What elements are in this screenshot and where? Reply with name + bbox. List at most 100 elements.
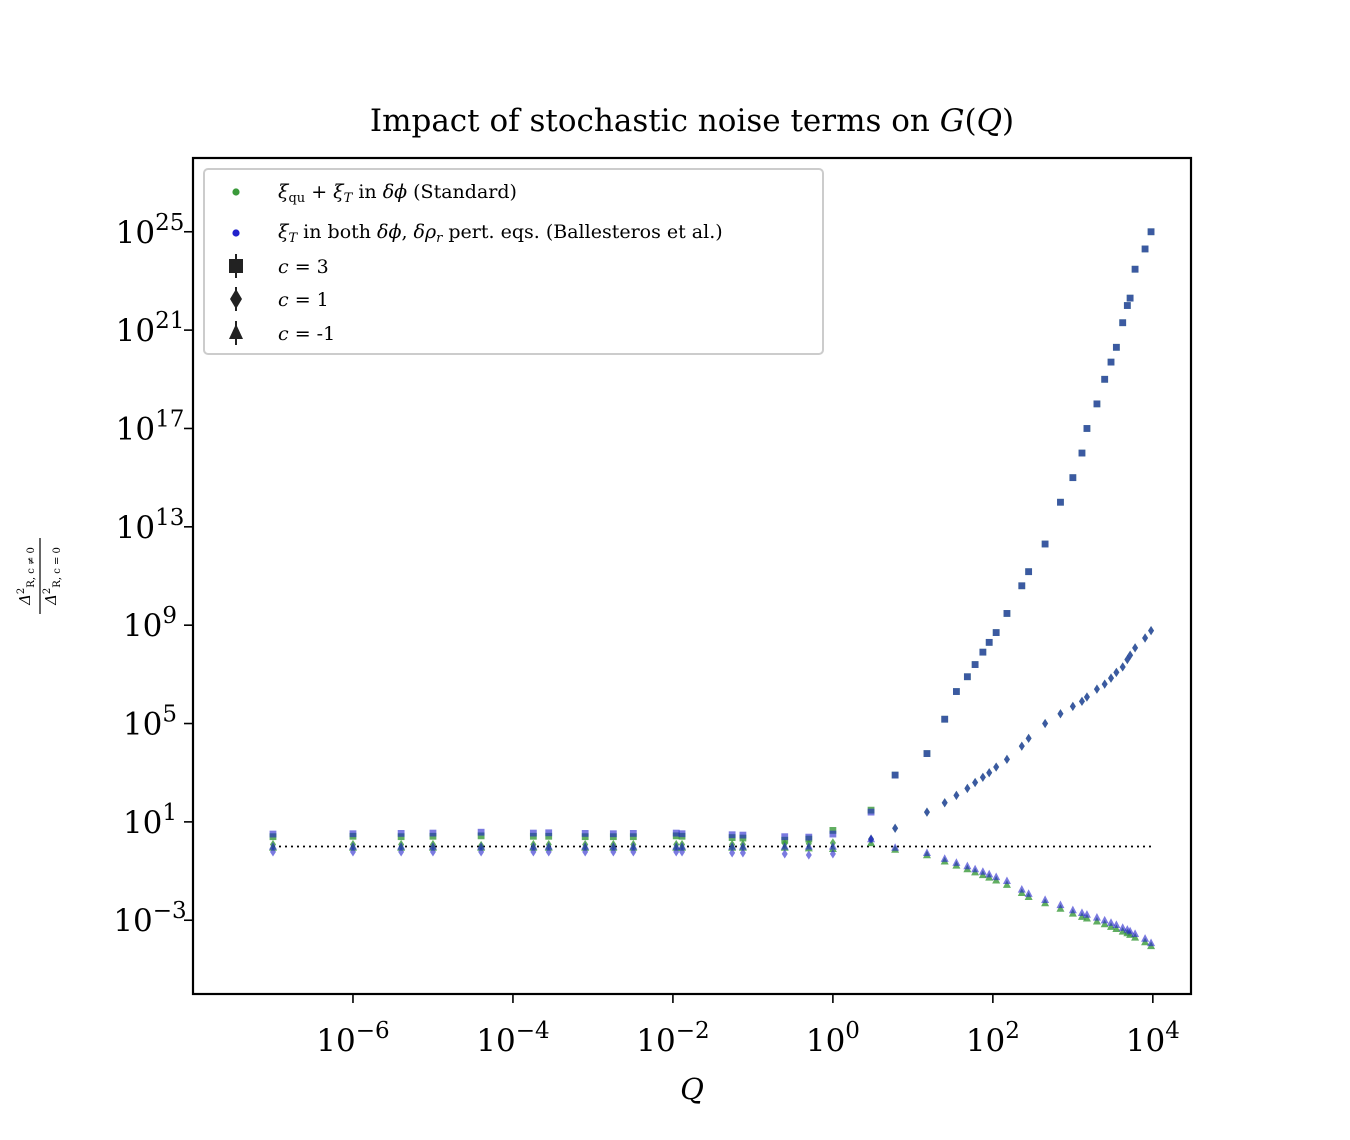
x-tick-label: 10−6 <box>316 1018 389 1059</box>
data-point <box>971 661 979 668</box>
data-point <box>1118 927 1127 935</box>
series-diamond-ballesteros <box>269 626 1155 860</box>
data-point <box>1142 633 1149 643</box>
data-point <box>1083 692 1090 702</box>
data-point <box>804 842 813 850</box>
x-tick-label: 10−2 <box>636 1018 709 1059</box>
data-point <box>1093 684 1100 694</box>
data-point <box>1147 938 1156 947</box>
data-point <box>609 830 617 838</box>
data-point <box>738 842 747 850</box>
data-point <box>1077 908 1086 917</box>
data-point <box>348 842 357 850</box>
data-point <box>545 847 552 857</box>
legend-frame <box>203 168 824 355</box>
data-point <box>979 648 987 656</box>
data-point <box>1100 915 1109 924</box>
data-point <box>1083 425 1091 432</box>
y-tick-label: 1025 <box>116 210 185 251</box>
data-point <box>1069 701 1076 711</box>
series-diamond-standard <box>269 626 1155 851</box>
data-point <box>672 829 680 837</box>
data-point <box>805 850 812 860</box>
data-point <box>1041 895 1050 903</box>
data-point <box>1078 696 1085 706</box>
data-point <box>1002 876 1011 885</box>
data-point <box>728 842 737 850</box>
y-axis-label: Δ2R, c ≠ 0 Δ2R, c = 0 <box>16 538 63 614</box>
data-point <box>1017 884 1026 893</box>
data-point <box>349 847 356 857</box>
legend-label-c3: c = 3 <box>278 256 329 278</box>
data-point <box>1042 718 1049 729</box>
data-point <box>781 849 788 859</box>
data-point <box>891 771 899 779</box>
data-point <box>993 762 1000 772</box>
y-tick-label: 10−3 <box>113 898 186 939</box>
data-point <box>891 843 900 851</box>
data-point <box>582 847 589 857</box>
data-point <box>268 842 277 850</box>
data-point <box>529 829 537 837</box>
data-point <box>1078 449 1086 457</box>
data-point <box>985 638 993 646</box>
data-point <box>1123 302 1131 309</box>
data-point <box>429 847 436 857</box>
data-point <box>629 842 638 850</box>
data-point <box>1113 667 1120 678</box>
data-point <box>1056 900 1065 909</box>
data-point <box>1132 643 1139 653</box>
data-point <box>1141 245 1149 253</box>
legend-label-standard: ξqu + ξT in δϕ (Standard) <box>278 181 517 206</box>
legend-marker-ballesteros <box>232 229 240 237</box>
data-point <box>477 832 485 840</box>
data-point <box>1003 610 1011 617</box>
data-point <box>963 861 972 870</box>
data-point <box>1041 540 1049 548</box>
y-tick-label: 1021 <box>116 308 185 349</box>
data-point <box>739 848 746 858</box>
data-point <box>992 629 1000 636</box>
y-tick-label: 1017 <box>116 406 185 447</box>
legend-marker-standard <box>232 188 240 196</box>
data-point <box>1119 662 1126 672</box>
y-tick-label: 101 <box>123 800 177 841</box>
y-tick-label: 109 <box>123 603 177 644</box>
data-point <box>964 783 971 793</box>
x-axis-label: Q <box>680 1072 704 1106</box>
y-axis-label-denominator: Δ2R, c = 0 <box>42 547 63 606</box>
data-point <box>1057 709 1064 719</box>
data-point <box>1108 673 1115 683</box>
data-point <box>1127 650 1134 660</box>
data-point <box>1057 498 1064 506</box>
data-point <box>1025 568 1033 576</box>
data-point <box>829 849 836 859</box>
data-point <box>829 830 837 838</box>
y-tick-label: 105 <box>123 702 177 743</box>
data-point <box>1082 910 1091 918</box>
data-point <box>1101 679 1108 689</box>
data-point <box>985 869 994 878</box>
data-point <box>545 832 553 840</box>
data-point <box>1069 474 1077 482</box>
data-point <box>477 842 486 850</box>
data-point <box>428 842 437 850</box>
data-point <box>581 830 589 837</box>
data-point <box>986 768 993 778</box>
legend-label-c1: c = 1 <box>278 289 329 311</box>
data-point <box>678 842 687 850</box>
data-point <box>1018 582 1026 590</box>
y-tick-label: 1013 <box>116 505 185 546</box>
data-point <box>1092 913 1101 921</box>
data-point <box>1025 733 1032 743</box>
data-point <box>1118 923 1127 931</box>
data-point <box>478 847 485 857</box>
data-point <box>1131 929 1140 938</box>
data-point <box>1126 294 1134 302</box>
data-point <box>952 858 961 866</box>
data-point <box>972 777 979 788</box>
x-tick-label: 102 <box>966 1018 1020 1059</box>
legend-marker-c1 <box>230 287 242 311</box>
data-point <box>729 848 736 858</box>
data-point <box>269 847 276 857</box>
